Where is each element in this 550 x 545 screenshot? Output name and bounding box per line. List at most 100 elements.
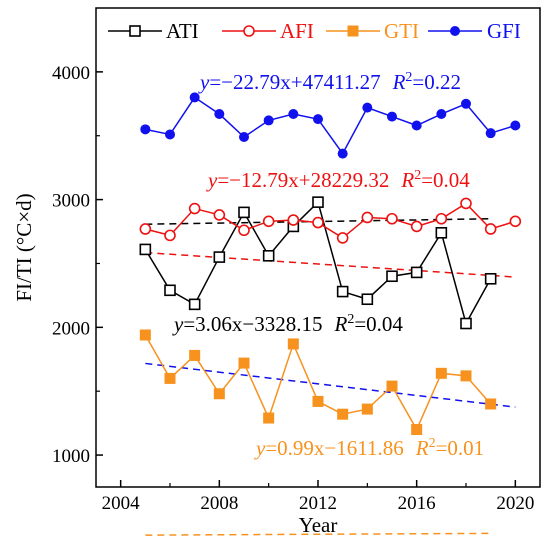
data-point-ati [336, 285, 349, 298]
equation-ati: y=3.06x−3328.15 R2=0.04 [172, 312, 403, 336]
y-tick-label: 1000 [52, 446, 90, 467]
data-point-gfi [214, 109, 225, 120]
equation-gti-r2: =0.01 [436, 436, 485, 460]
legend-entry-gti: GTI [326, 19, 419, 43]
x-axis-title: Year [299, 513, 338, 537]
legend-marker-gfi [450, 26, 460, 36]
data-point-afi [312, 216, 324, 229]
y-tick-label: 3000 [52, 191, 90, 212]
legend-label-afi: AFI [280, 19, 314, 43]
equation-afi-formula: =−12.79x+28229.32 [217, 168, 389, 192]
data-point-afi [410, 220, 423, 233]
equation-gti-y: y [254, 436, 266, 460]
data-point-afi [484, 223, 497, 235]
data-point-gti [411, 424, 423, 436]
data-point-ati [386, 270, 398, 283]
data-point-gti [164, 372, 176, 384]
x-tick-label: 2012 [299, 493, 337, 514]
data-point-afi [139, 223, 152, 235]
data-point-afi [287, 214, 300, 226]
data-point-gti [386, 380, 398, 392]
data-point-gfi [189, 92, 200, 103]
legend-marker-ati [129, 25, 141, 37]
data-point-afi [435, 212, 448, 225]
data-point-afi [509, 215, 522, 228]
data-point-gfi [288, 109, 299, 120]
trend-line-gfi [145, 362, 516, 408]
data-point-afi [336, 232, 349, 244]
data-point-afi [262, 215, 275, 228]
data-point-gfi [436, 109, 447, 120]
equation-gfi-sup: 2 [405, 70, 412, 85]
axis-ticks: 2004 2008 2012 2016 2020 1000 2000 3000 4000 [52, 63, 534, 514]
data-point-gfi [461, 98, 471, 109]
equation-gfi-y: y [198, 70, 210, 94]
legend-entry-afi: AFI [222, 19, 314, 43]
x-tick-label: 2016 [398, 493, 436, 514]
data-point-ati [188, 298, 201, 311]
data-point-gti [460, 370, 472, 382]
data-point-ati [164, 284, 176, 297]
data-point-afi [386, 212, 398, 225]
series-line-afi [145, 202, 516, 239]
data-point-gfi [263, 115, 274, 126]
equation-afi-r: R [400, 168, 414, 192]
data-point-gfi [313, 114, 323, 125]
data-point-gfi [239, 132, 249, 143]
data-point-afi [238, 224, 250, 237]
equation-afi: y=−12.79x+28229.32 R2=0.04 [206, 168, 470, 192]
data-point-gti [263, 412, 275, 424]
data-point-gfi [337, 148, 348, 159]
legend-marker-afi [243, 25, 255, 37]
data-point-gfi [165, 129, 175, 140]
data-point-afi [164, 229, 176, 242]
equation-gfi-r: R [392, 70, 406, 94]
data-series [139, 92, 522, 436]
data-point-gti [485, 398, 497, 410]
equation-afi-r2: =0.04 [421, 168, 470, 192]
data-point-ati [262, 250, 275, 262]
data-point-gti [337, 408, 349, 420]
series-line-gti [144, 334, 492, 432]
legend-entry-ati: ATI [108, 19, 199, 43]
y-axis-title: FI/TI (°C×d) [12, 193, 36, 301]
data-point-gti [238, 357, 250, 369]
legend: ATI AFI GTI GFI [108, 19, 521, 43]
data-point-gti [139, 329, 151, 341]
data-point-gti [435, 367, 447, 379]
equation-gfi-r2: =0.22 [412, 70, 461, 94]
data-point-gfi [387, 111, 397, 122]
trend-line-gti [145, 532, 491, 536]
data-point-afi [361, 211, 374, 224]
data-point-ati [460, 317, 472, 330]
data-point-gti [287, 338, 299, 350]
legend-label-gfi: GFI [487, 19, 521, 43]
legend-marker-gti [347, 25, 359, 37]
equation-ati-formula: =3.06x−3328.15 [183, 312, 322, 336]
data-point-gti [312, 395, 324, 407]
equation-afi-y: y [206, 168, 218, 192]
equation-ati-sup: 2 [347, 312, 354, 327]
equation-ati-y: y [172, 312, 184, 336]
data-point-gti [361, 403, 373, 415]
y-tick-label: 2000 [52, 318, 90, 339]
legend-label-gti: GTI [384, 19, 419, 43]
equation-gti-sup: 2 [429, 436, 436, 451]
data-point-gfi [411, 120, 422, 131]
data-point-afi [213, 209, 226, 221]
trend-line-afi [145, 251, 516, 278]
data-point-gti [189, 349, 201, 361]
data-point-ati [139, 243, 152, 256]
data-point-ati [238, 206, 250, 219]
x-tick-label: 2008 [200, 493, 238, 514]
equation-afi-sup: 2 [414, 168, 421, 183]
equation-gti: y=0.99x−1611.86 R2=0.01 [254, 436, 484, 460]
legend-entry-gfi: GFI [428, 19, 521, 43]
y-tick-label: 4000 [52, 63, 90, 84]
data-point-gfi [362, 102, 373, 113]
data-point-ati [484, 272, 497, 285]
data-point-ati [312, 196, 324, 208]
data-point-afi [188, 202, 201, 215]
equation-gfi: y=−22.79x+47411.27 R2=0.22 [198, 70, 461, 94]
